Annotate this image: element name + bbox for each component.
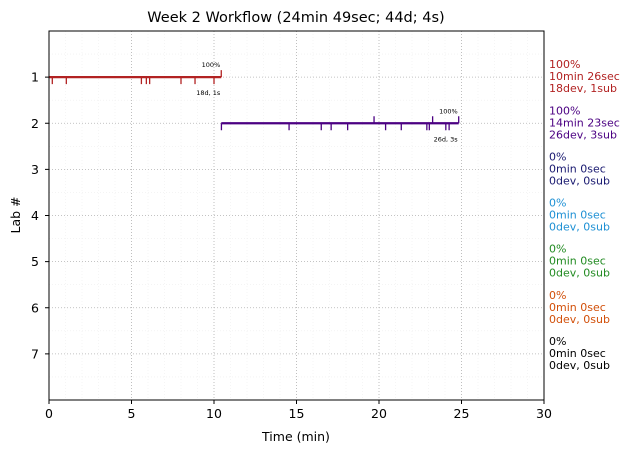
summary-time: 0min 0sec bbox=[549, 209, 606, 222]
y-tick-label: 1 bbox=[31, 70, 39, 85]
summary-percent: 100% bbox=[549, 58, 580, 71]
summary-counts: 0dev, 0sub bbox=[549, 221, 610, 234]
y-tick-label: 2 bbox=[31, 116, 39, 131]
end-percent-label: 100% bbox=[439, 107, 458, 115]
y-tick-label: 6 bbox=[31, 300, 39, 315]
summary-time: 0min 0sec bbox=[549, 162, 606, 175]
summary-percent: 0% bbox=[549, 289, 566, 302]
y-tick-label: 7 bbox=[31, 346, 39, 361]
x-axis-label: Time (min) bbox=[261, 429, 330, 444]
summary-time: 0min 0sec bbox=[549, 347, 606, 360]
end-count-label: 26d, 3s bbox=[434, 135, 459, 143]
end-percent-label: 100% bbox=[202, 61, 221, 69]
summary-percent: 100% bbox=[549, 104, 580, 117]
y-axis-label: Lab # bbox=[8, 196, 23, 233]
summary-percent: 0% bbox=[549, 243, 566, 256]
summary-percent: 0% bbox=[549, 335, 566, 348]
summary-counts: 0dev, 0sub bbox=[549, 174, 610, 187]
axis-ticks: 0 5 10 15 20 25 30 1 2 3 4 5 6 7 bbox=[31, 70, 552, 421]
summary-time: 0min 0sec bbox=[549, 301, 606, 314]
lab-2-timeline: 100% 26d, 3s bbox=[220, 107, 460, 143]
x-tick-label: 0 bbox=[45, 406, 53, 421]
x-tick-label: 5 bbox=[128, 406, 136, 421]
y-tick-label: 3 bbox=[31, 162, 39, 177]
y-tick-label: 5 bbox=[31, 254, 39, 269]
chart-title: Week 2 Workflow (24min 49sec; 44d; 4s) bbox=[147, 10, 444, 26]
summary-percent: 0% bbox=[549, 197, 566, 210]
summary-percent: 0% bbox=[549, 150, 566, 163]
grid bbox=[48, 31, 545, 400]
summary-time: 10min 26sec bbox=[549, 70, 620, 83]
x-tick-label: 20 bbox=[371, 406, 387, 421]
lab-1-timeline: 100% 18d, 1s bbox=[49, 61, 222, 97]
x-tick-label: 25 bbox=[454, 406, 470, 421]
summary-counts: 18dev, 1sub bbox=[549, 82, 617, 95]
y-tick-label: 4 bbox=[31, 208, 39, 223]
plot-data: 100% 18d, 1s 100% 26d, 3s bbox=[49, 61, 460, 143]
x-tick-label: 15 bbox=[289, 406, 305, 421]
x-tick-label: 30 bbox=[536, 406, 552, 421]
summary-time: 14min 23sec bbox=[549, 116, 620, 129]
x-tick-label: 10 bbox=[206, 406, 222, 421]
summary-counts: 0dev, 0sub bbox=[549, 267, 610, 280]
end-count-label: 18d, 1s bbox=[196, 89, 221, 97]
summary-counts: 0dev, 0sub bbox=[549, 359, 610, 372]
summary-time: 0min 0sec bbox=[549, 255, 606, 268]
summary-counts: 0dev, 0sub bbox=[549, 313, 610, 326]
summary-counts: 26dev, 3sub bbox=[549, 128, 617, 141]
